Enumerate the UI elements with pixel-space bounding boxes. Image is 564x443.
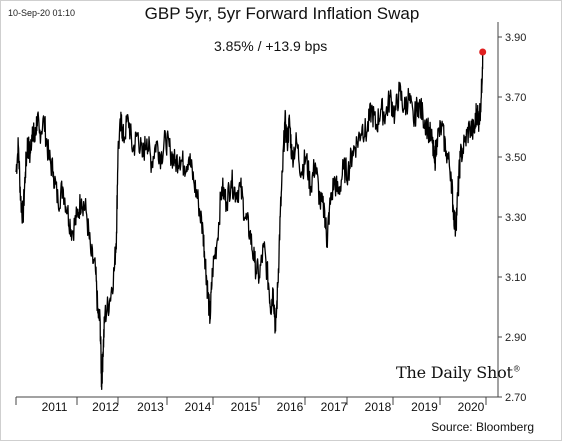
last-value-marker xyxy=(479,48,487,56)
x-axis: 2011 2012 2013 2014 2015 2016 2017 2018 2019 2020 xyxy=(15,397,487,414)
x-tick-label: 2013 xyxy=(137,400,164,414)
x-tick-label: 2017 xyxy=(321,400,348,414)
x-tick-label: 2015 xyxy=(231,400,258,414)
x-tick-label: 2020 xyxy=(458,400,485,414)
y-tick-label: 3.30 xyxy=(505,212,526,224)
x-tick-label: 2016 xyxy=(277,400,304,414)
x-tick-label: 2019 xyxy=(411,400,438,414)
y-tick-label: 3.10 xyxy=(505,272,526,284)
date-stamp: 10-Sep-20 01:10 xyxy=(8,8,76,18)
series-line xyxy=(15,51,484,391)
chart-subtitle: 3.85% / +13.9 bps xyxy=(214,38,328,54)
x-tick-label: 2011 xyxy=(42,400,68,414)
axes xyxy=(16,22,499,398)
brand-name: The Daily Shot xyxy=(396,363,513,382)
y-axis: 2.70 2.90 3.10 3.30 3.50 3.70 3.90 xyxy=(498,32,526,404)
y-tick-label: 3.90 xyxy=(505,32,526,44)
chart-title: GBP 5yr, 5yr Forward Inflation Swap xyxy=(144,4,420,23)
y-tick-label: 2.90 xyxy=(505,332,526,344)
y-tick-label: 2.70 xyxy=(505,392,526,404)
series-layer xyxy=(15,48,487,391)
y-tick-label: 3.70 xyxy=(505,92,526,104)
x-tick-label: 2012 xyxy=(92,400,119,414)
x-tick-label: 2014 xyxy=(185,400,212,414)
x-tick-label: 2018 xyxy=(365,400,392,414)
brand-logo: The Daily Shot® xyxy=(396,363,521,382)
brand-mark: ® xyxy=(512,364,521,374)
y-tick-label: 3.50 xyxy=(505,152,526,164)
source-note: Source: Bloomberg xyxy=(431,420,534,434)
